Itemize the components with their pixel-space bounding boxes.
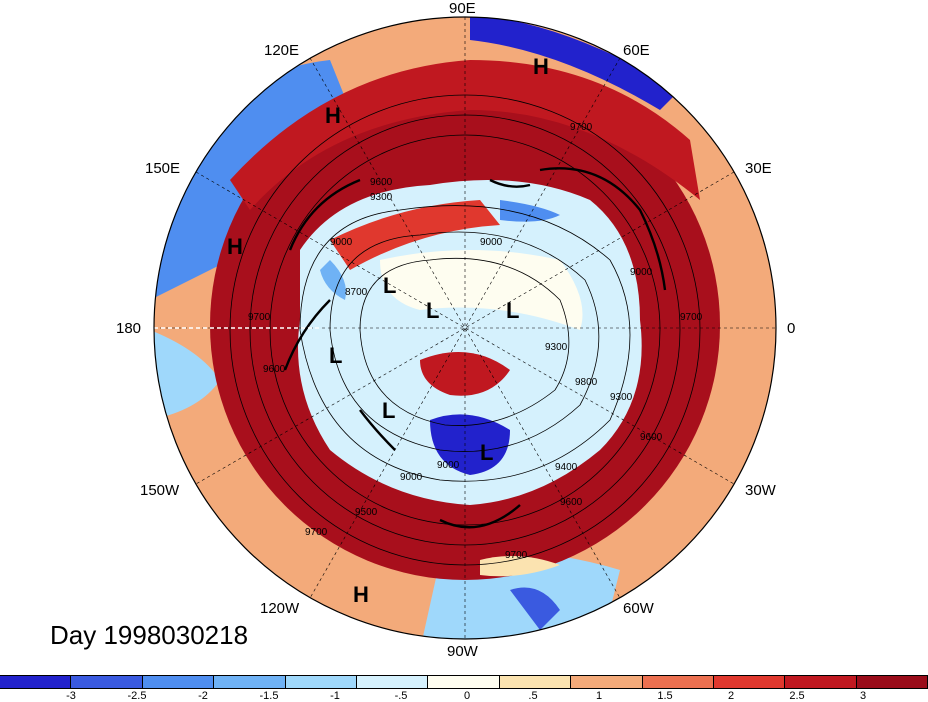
colorbar-swatch — [856, 676, 928, 688]
colorbar-tick-label: 2.5 — [789, 690, 805, 702]
colorbar-tick-label: 1 — [595, 690, 603, 702]
colorbar-tick-label: 0 — [463, 690, 471, 702]
contour-label: 9800 — [575, 377, 598, 388]
contour-label: 9000 — [400, 472, 423, 483]
colorbar-swatch — [285, 676, 357, 688]
colorbar-tick-label: -1.5 — [259, 690, 279, 702]
colorbar-tick-label: -2 — [198, 690, 208, 702]
low-pressure-marker: L — [383, 273, 397, 298]
low-pressure-marker: L — [480, 440, 494, 465]
colorbar-swatch — [713, 676, 786, 688]
contour-label: 9000 — [437, 460, 460, 471]
lon-label-30w: 30W — [745, 482, 776, 499]
high-pressure-marker: H — [325, 103, 341, 128]
lon-label-150w: 150W — [140, 482, 180, 499]
colorbar-swatch — [499, 676, 572, 688]
colorbar-tick-label: -1 — [330, 690, 340, 702]
colorbar-ticks: -3 -2.5 -2 -1.5 -1 -.5 0 .5 1 1.5 2 2.5 3 — [0, 690, 928, 702]
colorbar-swatch — [356, 676, 429, 688]
jet-contours — [283, 167, 667, 529]
contour-label: 9700 — [305, 527, 328, 538]
contour-label: 9300 — [610, 392, 633, 403]
graticule — [154, 17, 776, 639]
colorbar-swatch — [571, 676, 643, 688]
lon-label-30e: 30E — [745, 160, 772, 177]
colorbar-tick-label: 3 — [859, 690, 867, 702]
contour-label: 9700 — [680, 312, 703, 323]
contour-label: 9700 — [570, 122, 593, 133]
contour-label: 9000 — [630, 267, 653, 278]
colorbar-swatch — [0, 676, 72, 688]
day-label: Day 1998030218 — [50, 620, 249, 650]
contour-label: 9300 — [370, 192, 393, 203]
contour-label: 9000 — [330, 237, 353, 248]
contour-label: 9300 — [545, 342, 568, 353]
contour-labels: 9700 9600 9300 9000 8700 9700 9600 9700 … — [248, 122, 703, 561]
lon-label-120e: 120E — [264, 42, 300, 59]
colorbar-tick-label: .5 — [528, 690, 538, 702]
colorbar — [0, 675, 928, 689]
contour-label: 9600 — [370, 177, 393, 188]
lon-label-180: 180 — [116, 320, 142, 337]
polar-stereographic-map: 9700 9600 9300 9000 8700 9700 9600 9700 … — [153, 16, 777, 640]
colorbar-swatch — [142, 676, 215, 688]
contour-label: 9700 — [505, 550, 528, 561]
low-pressure-marker: L — [426, 298, 440, 323]
map-border — [153, 16, 777, 640]
colorbar-tick-label: -.5 — [394, 690, 408, 702]
contour-label: 9700 — [248, 312, 271, 323]
low-pressure-marker: L — [382, 398, 396, 423]
colorbar-tick-label: 2 — [727, 690, 735, 702]
low-pressure-marker: L — [506, 298, 520, 323]
colorbar-tick-label: 1.5 — [657, 690, 673, 702]
colorbar-swatch — [214, 676, 286, 688]
high-pressure-marker: H — [227, 234, 243, 259]
contour-label: 9600 — [640, 432, 663, 443]
contour-label: 9600 — [560, 497, 583, 508]
contour-label: 9400 — [555, 462, 578, 473]
lon-label-150e: 150E — [145, 160, 181, 177]
contour-label: 9000 — [480, 237, 503, 248]
lon-label-90w: 90W — [447, 643, 478, 660]
colorbar-swatch — [71, 676, 143, 688]
low-pressure-marker: L — [329, 343, 343, 368]
high-pressure-marker: H — [533, 54, 549, 79]
colorbar-swatch — [428, 676, 500, 688]
lon-label-120w: 120W — [260, 600, 300, 617]
lon-label-90e: 90E — [449, 0, 476, 17]
contour-label: 9600 — [263, 364, 286, 375]
lon-label-60e: 60E — [623, 42, 650, 59]
colorbar-tick-label: -2.5 — [127, 690, 147, 702]
contour-label: 8700 — [345, 287, 368, 298]
colorbar-swatch — [642, 676, 714, 688]
lon-label-0: 0 — [787, 320, 796, 337]
lon-label-60w: 60W — [623, 600, 654, 617]
colorbar-tick-label: -3 — [66, 690, 76, 702]
high-pressure-marker: H — [353, 582, 369, 607]
contour-label: 9500 — [355, 507, 378, 518]
colorbar-swatch — [785, 676, 857, 688]
anomaly-field — [154, 17, 776, 639]
